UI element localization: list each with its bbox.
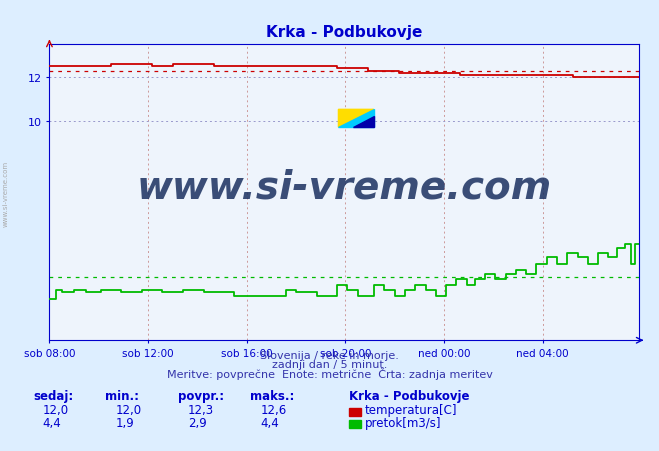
Text: 12,6: 12,6 xyxy=(260,404,287,417)
Text: 2,9: 2,9 xyxy=(188,416,206,429)
Text: 1,9: 1,9 xyxy=(115,416,134,429)
Text: zadnji dan / 5 minut.: zadnji dan / 5 minut. xyxy=(272,359,387,369)
Text: sedaj:: sedaj: xyxy=(33,389,73,402)
Text: 12,0: 12,0 xyxy=(115,404,142,417)
Text: 12,3: 12,3 xyxy=(188,404,214,417)
Text: Krka - Podbukovje: Krka - Podbukovje xyxy=(349,389,470,402)
Text: 4,4: 4,4 xyxy=(43,416,61,429)
Polygon shape xyxy=(353,117,374,128)
Text: Meritve: povprečne  Enote: metrične  Črta: zadnja meritev: Meritve: povprečne Enote: metrične Črta:… xyxy=(167,368,492,379)
Text: pretok[m3/s]: pretok[m3/s] xyxy=(364,416,441,429)
Text: Slovenija / reke in morje.: Slovenija / reke in morje. xyxy=(260,350,399,360)
Title: Krka - Podbukovje: Krka - Podbukovje xyxy=(266,25,422,40)
Text: temperatura[C]: temperatura[C] xyxy=(364,404,457,417)
Text: povpr.:: povpr.: xyxy=(178,389,224,402)
Text: 12,0: 12,0 xyxy=(43,404,69,417)
Text: 4,4: 4,4 xyxy=(260,416,279,429)
Polygon shape xyxy=(339,110,374,128)
Text: min.:: min.: xyxy=(105,389,140,402)
Text: www.si-vreme.com: www.si-vreme.com xyxy=(136,168,552,206)
Text: maks.:: maks.: xyxy=(250,389,295,402)
Text: www.si-vreme.com: www.si-vreme.com xyxy=(2,161,9,227)
Polygon shape xyxy=(339,110,374,128)
